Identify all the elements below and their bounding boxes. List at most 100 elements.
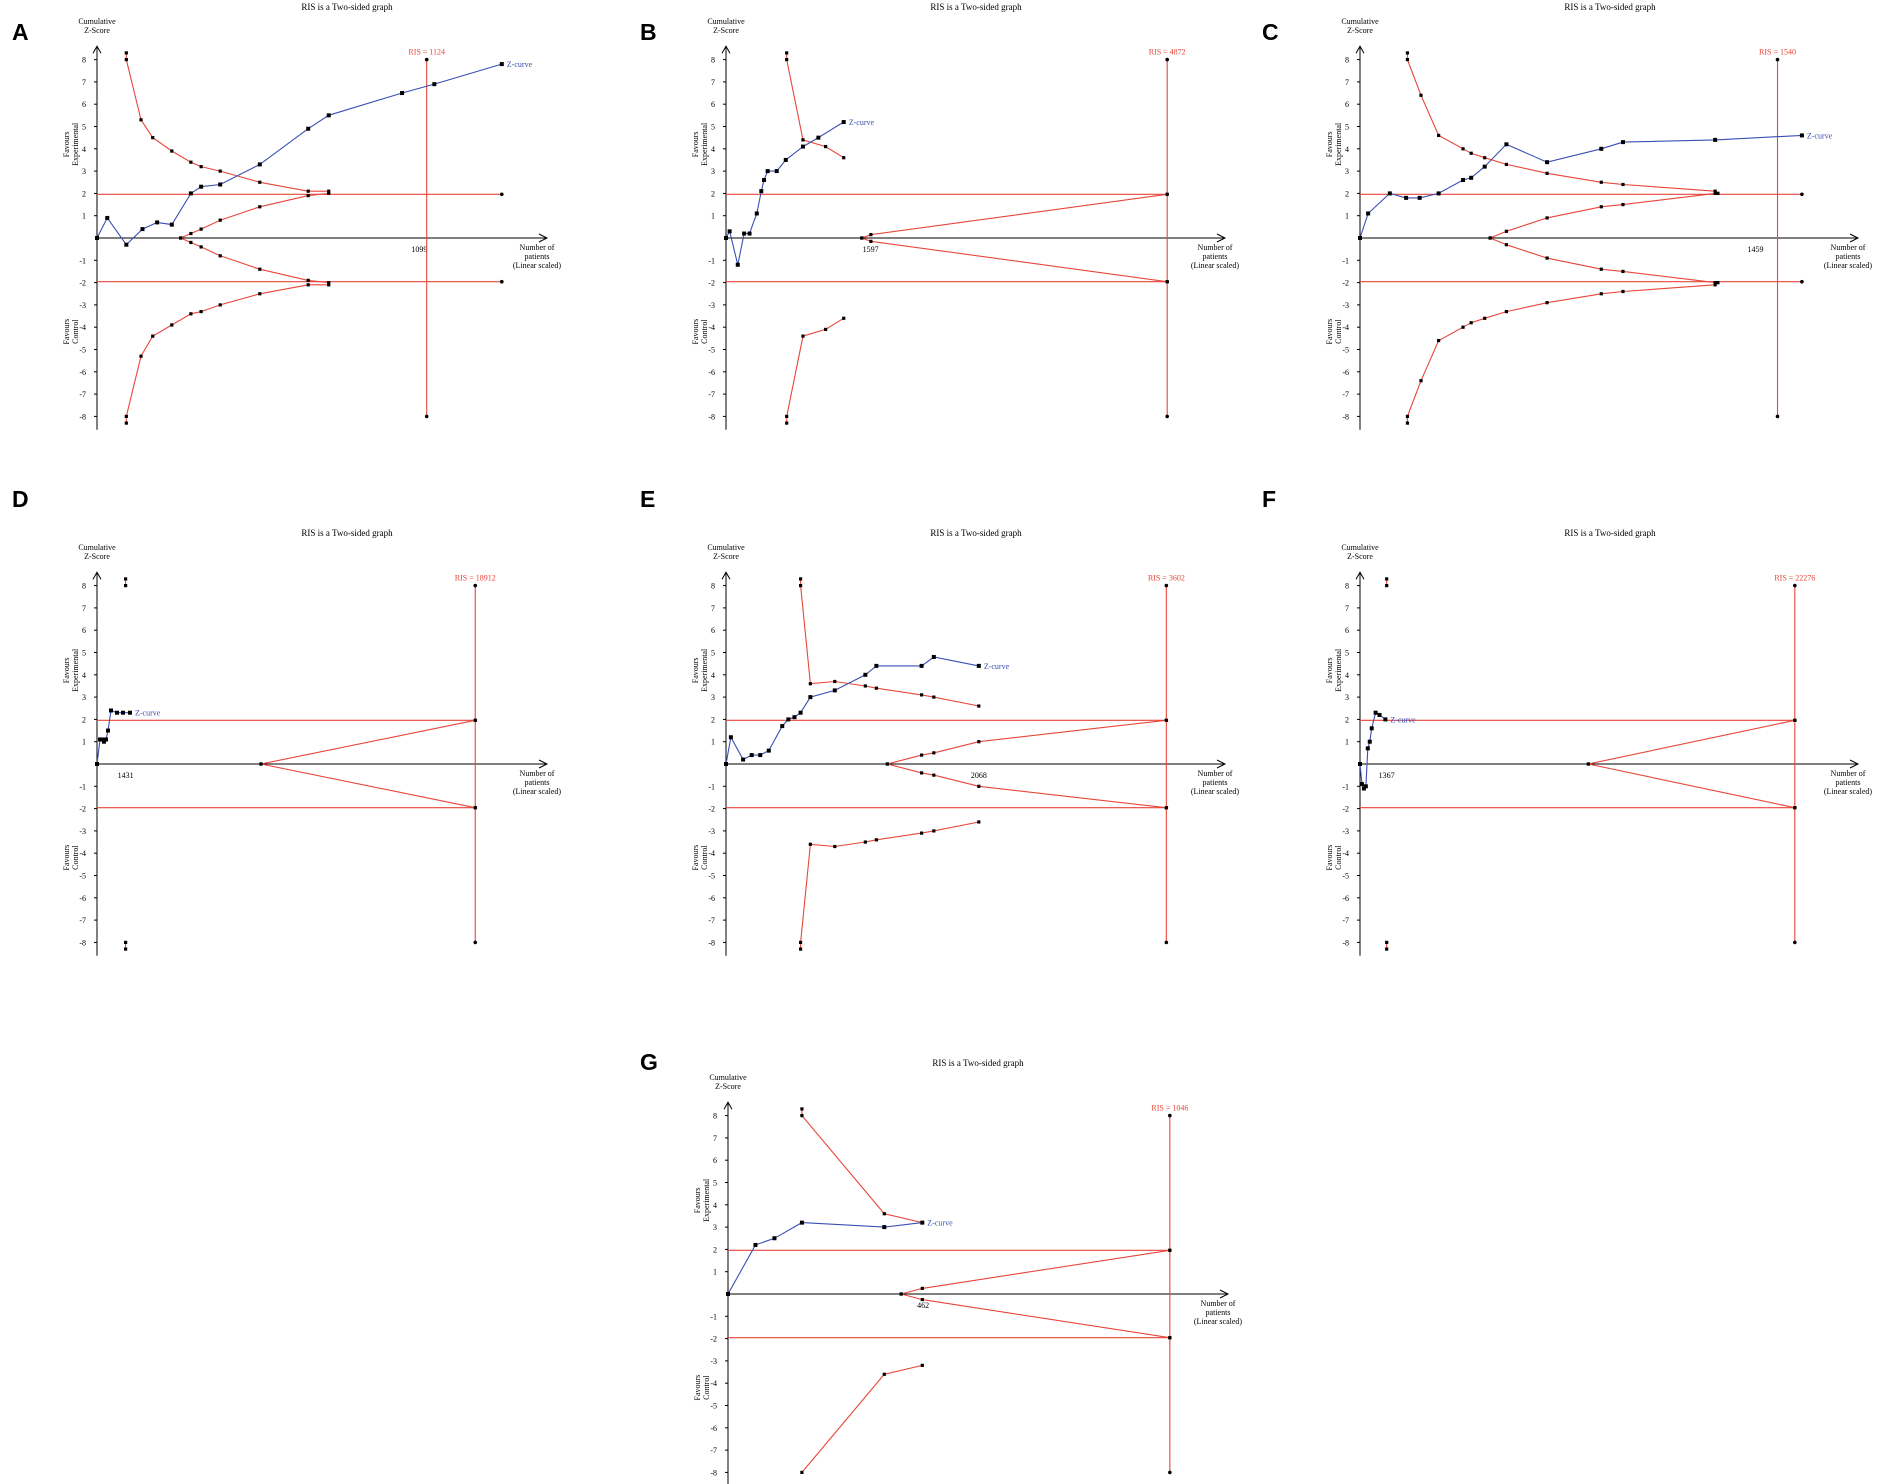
y-tick-label: 6 — [711, 626, 715, 635]
y-tick-label: -3 — [1342, 301, 1349, 310]
lower-futility-boundary-point — [259, 762, 263, 766]
y-axis-title: Z-Score — [715, 1082, 741, 1091]
lower-futility-boundary — [260, 763, 476, 809]
y-axis-arrow — [1355, 45, 1365, 54]
y-axis-title: Cumulative — [709, 1073, 747, 1082]
upper-futility-boundary — [180, 192, 329, 239]
x-axis-title: Number of — [1201, 1299, 1236, 1308]
z-curve-point — [765, 169, 770, 174]
lower-futility-boundary-point — [920, 1297, 924, 1302]
significance-end-point — [500, 192, 504, 197]
lower-futility-boundary-point — [327, 281, 331, 285]
z-curve-point — [1383, 717, 1388, 722]
upper-futility-boundary — [1588, 719, 1795, 765]
y-tick-label: 6 — [1345, 626, 1349, 635]
z-curve — [725, 656, 979, 765]
y-axis-title: Z-Score — [713, 26, 739, 35]
z-curve-point — [1363, 784, 1368, 789]
y-tick-label: 7 — [711, 604, 715, 613]
upper-alpha-spending-boundary-point — [1599, 180, 1603, 184]
y-tick-label: 6 — [82, 626, 86, 635]
upper-alpha-spending-boundary-point — [1405, 51, 1410, 55]
z-curve — [96, 63, 502, 246]
y-tick-label: -2 — [710, 1335, 717, 1344]
upper-alpha-spending-boundary-point — [801, 138, 805, 142]
lower-futility-boundary-point — [1713, 281, 1717, 285]
y-tick-label: 8 — [1345, 56, 1349, 65]
x-axis-title: Number of — [520, 769, 555, 778]
upper-alpha-spending-boundary-point — [977, 704, 981, 708]
chart-title: RIS is a Two-sided graph — [301, 528, 393, 538]
upper-futility-boundary-point — [1504, 229, 1508, 233]
z-curve-point — [1504, 142, 1509, 147]
y-tick-label: -8 — [1342, 412, 1349, 421]
z-curve-point — [724, 236, 728, 240]
lower-alpha-spending-boundary-point — [842, 316, 846, 320]
upper-futility-boundary-point — [1716, 191, 1720, 195]
upper-futility-boundary-point — [473, 718, 477, 722]
y-tick-label: -4 — [79, 323, 86, 332]
y-tick-label: 7 — [1345, 78, 1349, 87]
y-tick-label: -6 — [79, 368, 86, 377]
upper-alpha-spending-boundary-point — [798, 584, 803, 588]
y-tick-label: -5 — [79, 872, 86, 881]
z-curve-point — [798, 710, 803, 715]
z-curve-point — [400, 91, 405, 96]
z-curve-point — [1359, 782, 1364, 787]
y-tick-label: -7 — [708, 390, 715, 399]
y-tick-label: -6 — [1342, 368, 1349, 377]
favours-control-label: Favours — [691, 319, 700, 345]
upper-futility-boundary-point — [920, 753, 924, 757]
y-axis-title: Cumulative — [1341, 17, 1379, 26]
lower-alpha-spending-boundary-point — [1599, 292, 1603, 296]
upper-alpha-spending-boundary-point — [124, 584, 128, 588]
upper-alpha-spending-boundary-point — [800, 1107, 804, 1111]
z-curve-point — [432, 82, 437, 87]
favours-experimental-label: Favours — [693, 1187, 702, 1213]
y-tick-label: 8 — [711, 582, 715, 591]
lower-alpha-spending-boundary-point — [199, 309, 203, 314]
y-tick-label: 2 — [1345, 715, 1349, 724]
upper-alpha-spending-boundary-point — [842, 156, 846, 160]
y-tick-label: -2 — [79, 805, 86, 814]
ris-bottom-point — [1168, 1470, 1172, 1475]
lower-alpha-spending-boundary-point — [218, 303, 222, 307]
upper-alpha-spending-boundary-point — [833, 679, 837, 684]
y-axis-arrow — [92, 45, 102, 54]
y-tick-label: 7 — [1345, 604, 1349, 613]
y-tick-label: 7 — [713, 1134, 717, 1143]
y-tick-label: -8 — [79, 412, 86, 421]
y-tick-label: -2 — [1342, 279, 1349, 288]
favours-experimental-label: Favours — [62, 131, 71, 157]
upper-alpha-spending-boundary-point — [1621, 182, 1625, 187]
x-axis-title: (Linear scaled) — [1191, 261, 1240, 270]
x-axis-arrow — [1849, 233, 1860, 243]
upper-alpha-spending-boundary-point — [124, 58, 128, 62]
z-curve-point — [742, 231, 747, 236]
y-tick-label: -6 — [708, 894, 715, 903]
favours-control-label: Control — [1334, 845, 1343, 870]
z-curve-point — [1361, 786, 1366, 791]
upper-futility-boundary — [861, 193, 1168, 239]
ris-top-point — [473, 583, 478, 588]
y-tick-label: 4 — [711, 671, 715, 680]
lower-alpha-spending-boundary-point — [801, 334, 805, 338]
z-curve-point — [1461, 178, 1466, 183]
z-curve-label: Z-curve — [984, 662, 1010, 671]
chart-panel-d: D RIS is a Two-sided graph CumulativeZ-Sco… — [12, 486, 561, 956]
z-curve-point — [95, 236, 99, 240]
lower-futility-boundary-point — [1621, 269, 1625, 274]
lower-alpha-spending-boundary-point — [139, 354, 143, 358]
favours-control-label: Favours — [1325, 845, 1334, 871]
upper-alpha-spending-boundary-point — [1483, 156, 1487, 160]
z-curve — [1359, 134, 1802, 239]
y-axis-arrow — [92, 571, 102, 580]
y-tick-label: 2 — [713, 1245, 717, 1254]
lower-futility-boundary-point — [1504, 243, 1508, 247]
z-curve-point — [762, 178, 767, 183]
lower-alpha-spending-boundary-point — [1504, 309, 1508, 314]
z-curve-point — [874, 663, 879, 668]
y-tick-label: -6 — [1342, 894, 1349, 903]
y-tick-label: -5 — [79, 346, 86, 355]
upper-alpha-spending-boundary-point — [124, 577, 128, 581]
